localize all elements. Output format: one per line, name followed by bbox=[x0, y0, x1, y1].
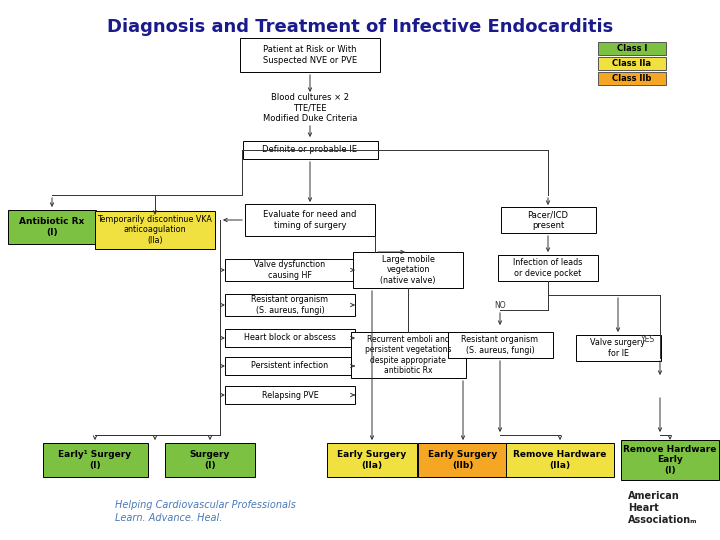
FancyBboxPatch shape bbox=[240, 38, 380, 72]
FancyBboxPatch shape bbox=[8, 210, 96, 244]
FancyBboxPatch shape bbox=[448, 332, 552, 358]
FancyBboxPatch shape bbox=[42, 443, 148, 477]
FancyBboxPatch shape bbox=[575, 335, 660, 361]
FancyBboxPatch shape bbox=[598, 42, 666, 55]
FancyBboxPatch shape bbox=[245, 204, 375, 236]
Text: Infection of leads
or device pocket: Infection of leads or device pocket bbox=[513, 258, 582, 278]
Text: Heart block or abscess: Heart block or abscess bbox=[244, 334, 336, 342]
Text: Recurrent emboli and
persistent vegetations
despite appropriate
antibiotic Rx: Recurrent emboli and persistent vegetati… bbox=[365, 335, 451, 375]
Text: Early¹ Surgery
(I): Early¹ Surgery (I) bbox=[58, 450, 132, 470]
FancyBboxPatch shape bbox=[225, 294, 355, 316]
FancyBboxPatch shape bbox=[165, 443, 255, 477]
Text: Patient at Risk or With
Suspected NVE or PVE: Patient at Risk or With Suspected NVE or… bbox=[263, 45, 357, 65]
Text: YES: YES bbox=[641, 335, 655, 345]
Text: Valve dysfunction
causing HF: Valve dysfunction causing HF bbox=[254, 260, 325, 280]
Text: Class IIa: Class IIa bbox=[613, 59, 652, 68]
FancyBboxPatch shape bbox=[353, 252, 463, 288]
FancyBboxPatch shape bbox=[243, 141, 377, 159]
FancyBboxPatch shape bbox=[598, 72, 666, 85]
Text: NO: NO bbox=[494, 300, 506, 309]
Text: American
Heart
Associationₘ: American Heart Associationₘ bbox=[628, 491, 698, 524]
Text: Helping Cardiovascular Professionals: Helping Cardiovascular Professionals bbox=[115, 500, 296, 510]
Text: Large mobile
vegetation
(native valve): Large mobile vegetation (native valve) bbox=[380, 255, 436, 285]
Text: Learn. Advance. Heal.: Learn. Advance. Heal. bbox=[115, 513, 222, 523]
FancyBboxPatch shape bbox=[351, 332, 466, 378]
Text: Resistant organism
(S. aureus, fungi): Resistant organism (S. aureus, fungi) bbox=[251, 295, 328, 315]
FancyBboxPatch shape bbox=[506, 443, 614, 477]
Text: Resistant organism
(S. aureus, fungi): Resistant organism (S. aureus, fungi) bbox=[462, 335, 539, 355]
Text: Blood cultures × 2
TTE/TEE
Modified Duke Criteria: Blood cultures × 2 TTE/TEE Modified Duke… bbox=[263, 93, 357, 123]
FancyBboxPatch shape bbox=[498, 255, 598, 281]
FancyBboxPatch shape bbox=[225, 386, 355, 404]
Text: Class I: Class I bbox=[617, 44, 647, 53]
FancyBboxPatch shape bbox=[95, 211, 215, 249]
FancyBboxPatch shape bbox=[225, 259, 355, 281]
Text: Diagnosis and Treatment of Infective Endocarditis: Diagnosis and Treatment of Infective End… bbox=[107, 18, 613, 36]
Text: Remove Hardware
(IIa): Remove Hardware (IIa) bbox=[513, 450, 607, 470]
Text: Early Surgery
(IIa): Early Surgery (IIa) bbox=[338, 450, 407, 470]
FancyBboxPatch shape bbox=[327, 443, 417, 477]
Text: Definite or probable IE: Definite or probable IE bbox=[263, 145, 358, 154]
Text: Surgery
(I): Surgery (I) bbox=[190, 450, 230, 470]
Text: Valve surgery
for IE: Valve surgery for IE bbox=[590, 338, 646, 357]
Text: Pacer/ICD
present: Pacer/ICD present bbox=[528, 210, 569, 230]
Text: Temporarily discontinue VKA
anticoagulation
(IIa): Temporarily discontinue VKA anticoagulat… bbox=[98, 215, 212, 245]
Text: Persistent infection: Persistent infection bbox=[251, 361, 328, 370]
FancyBboxPatch shape bbox=[598, 57, 666, 70]
FancyBboxPatch shape bbox=[225, 329, 355, 347]
FancyBboxPatch shape bbox=[418, 443, 508, 477]
Text: Remove Hardware
Early
(I): Remove Hardware Early (I) bbox=[624, 445, 716, 475]
FancyBboxPatch shape bbox=[500, 207, 595, 233]
Text: Evaluate for need and
timing of surgery: Evaluate for need and timing of surgery bbox=[264, 210, 356, 230]
Text: Early Surgery
(IIb): Early Surgery (IIb) bbox=[428, 450, 498, 470]
Text: Relapsing PVE: Relapsing PVE bbox=[261, 390, 318, 400]
FancyBboxPatch shape bbox=[621, 440, 719, 480]
Text: Class IIb: Class IIb bbox=[612, 74, 652, 83]
FancyBboxPatch shape bbox=[225, 357, 355, 375]
Text: Antibiotic Rx
(I): Antibiotic Rx (I) bbox=[19, 217, 85, 237]
